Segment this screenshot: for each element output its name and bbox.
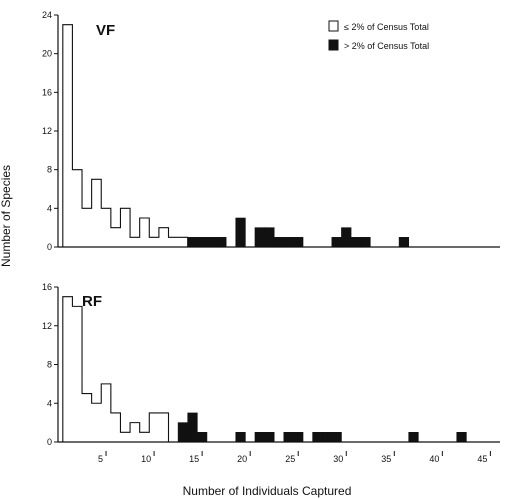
y-tick-label: 16 — [42, 282, 52, 292]
solid-bar — [264, 227, 275, 248]
open-series-outline — [62, 296, 170, 442]
y-axis-label: Number of Species — [0, 165, 13, 267]
solid-bar — [254, 432, 265, 443]
y-tick-label: 12 — [42, 321, 52, 331]
open-bar — [63, 297, 73, 442]
panel-vf: 0 4 8 12 16 20 24 — [42, 10, 500, 252]
solid-bar — [398, 237, 410, 248]
solid-bar — [312, 432, 323, 443]
solid-bar — [187, 237, 198, 248]
panel-label-rf: RF — [82, 293, 102, 310]
y-tick-label: 12 — [42, 126, 52, 136]
legend-label-open: ≤ 2% of Census Total — [344, 22, 429, 32]
open-series-outline — [62, 24, 189, 247]
open-bar — [149, 413, 159, 442]
solid-bar — [254, 227, 265, 248]
y-tick-label: 0 — [47, 242, 52, 252]
y-tick-label: 4 — [47, 398, 52, 408]
solid-bar — [350, 237, 361, 248]
open-bar — [120, 432, 130, 442]
open-bar — [92, 179, 102, 247]
solid-bar — [187, 412, 198, 443]
solid-bar — [283, 432, 294, 443]
panel-label-vf: VF — [96, 22, 115, 39]
solid-bar — [283, 237, 294, 248]
solid-bar — [206, 237, 217, 248]
x-tick-label: 45 — [477, 454, 487, 464]
solid-bar — [341, 227, 352, 248]
solid-bar — [235, 432, 246, 443]
open-bar — [159, 228, 169, 247]
solid-bar — [216, 237, 227, 248]
x-axis-label: Number of Individuals Captured — [183, 484, 352, 498]
open-bar — [101, 384, 111, 442]
solid-bar — [264, 432, 275, 443]
solid-bar — [293, 432, 304, 443]
open-bar — [111, 228, 121, 247]
y-tick-label: 0 — [47, 437, 52, 447]
open-bar — [159, 413, 169, 442]
legend-swatch-open — [328, 20, 339, 32]
open-bar — [82, 394, 92, 442]
y-tick-label: 4 — [47, 203, 52, 213]
open-bar — [101, 208, 111, 247]
solid-bar — [331, 432, 342, 443]
x-tick-label: 20 — [237, 454, 247, 464]
solid-bar — [177, 422, 189, 443]
open-bar — [111, 413, 121, 442]
x-tick-label: 15 — [189, 454, 199, 464]
open-bar — [82, 208, 92, 247]
x-tick-label: 40 — [429, 454, 439, 464]
legend-label-solid: > 2% of Census Total — [344, 41, 429, 51]
open-bar — [63, 25, 73, 247]
x-tick-label: 30 — [333, 454, 343, 464]
open-bar — [130, 237, 140, 247]
solid-bar — [197, 237, 208, 248]
y-tick-label: 16 — [42, 87, 52, 97]
solid-bar — [331, 237, 342, 248]
y-tick-label: 24 — [42, 10, 52, 20]
open-bar — [169, 237, 179, 247]
legend-swatch-solid — [328, 39, 339, 51]
x-tick-label: 25 — [285, 454, 295, 464]
solid-bar — [360, 237, 371, 248]
y-tick-label: 8 — [47, 360, 52, 370]
open-bar — [120, 208, 130, 247]
x-tick-label: 10 — [141, 454, 151, 464]
open-bar — [72, 306, 82, 442]
panel-rf: 0 4 8 12 16 5 10 15 20 25 30 35 40 45 — [42, 282, 500, 464]
y-tick-label: 20 — [42, 49, 52, 59]
legend: ≤ 2% of Census Total > 2% of Census Tota… — [328, 20, 429, 51]
solid-bar — [293, 237, 304, 248]
solid-bar — [197, 432, 208, 443]
solid-bar — [408, 432, 419, 443]
solid-bar — [235, 217, 246, 248]
open-bar — [140, 218, 150, 247]
open-bar — [130, 423, 140, 442]
solid-bar — [321, 432, 333, 443]
open-bar — [178, 237, 188, 247]
open-bar — [149, 237, 159, 247]
x-tick-label: 5 — [98, 454, 103, 464]
y-tick-label: 8 — [47, 165, 52, 175]
open-bar — [140, 432, 150, 442]
solid-bar — [273, 237, 285, 248]
open-bar — [72, 170, 82, 247]
x-tick-label: 35 — [381, 454, 391, 464]
open-bar — [92, 403, 102, 442]
solid-bar — [456, 432, 467, 443]
